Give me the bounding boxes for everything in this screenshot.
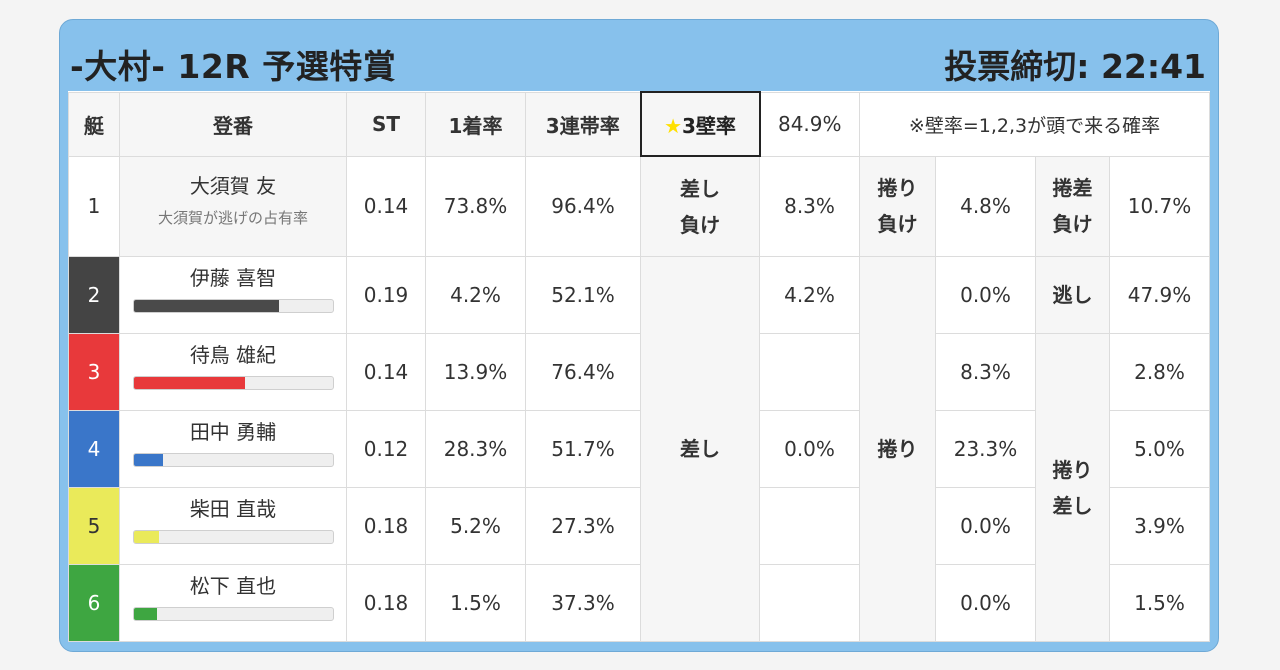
racer-row-6: 6 松下 直也 0.18 1.5% 37.3% 0.0% 1.5% (68, 564, 1210, 642)
first-rate-1: 73.8% (425, 155, 526, 257)
racer-name-5: 柴田 直哉 (189, 497, 277, 521)
boat-number-5: 5 (68, 487, 120, 565)
racer-bar-6 (132, 607, 334, 621)
top3-rate-2: 52.1% (525, 256, 641, 334)
racer-bar-fill-3 (133, 377, 245, 389)
makuri-label: 捲り (859, 256, 936, 642)
makurisashi-value-6: 1.5% (1109, 564, 1210, 642)
race-title: -大村- 12R 予選特賞 (70, 47, 397, 86)
st-2: 0.19 (346, 256, 426, 334)
racer-bar-2 (132, 299, 334, 313)
racer-name-cell-3: 待鳥 雄紀 (119, 333, 347, 411)
racer-name-cell-1: 大須賀 友 大須賀が逃げの占有率 (119, 155, 347, 257)
wall-rate-label: 3壁率 (682, 113, 736, 138)
top3-rate-3: 76.4% (525, 333, 641, 411)
escape-share-caption: 大須賀が逃げの占有率 (157, 208, 308, 227)
racer-name-cell-6: 松下 直也 (119, 564, 347, 642)
sashi-make-label: 差し 負け (640, 155, 760, 257)
racer-name-cell-4: 田中 勇輔 (119, 410, 347, 488)
racer-bar-3 (132, 376, 334, 390)
racer-name-cell-2: 伊藤 喜智 (119, 256, 347, 334)
makurisashi-value-4: 5.0% (1109, 410, 1210, 488)
top3-rate-4: 51.7% (525, 410, 641, 488)
nigashi-value: 47.9% (1109, 256, 1210, 334)
header-row: 艇 登番 ST 1着率 3連帯率 ★3壁率 84.9% ※壁率=1,2,3が頭で… (68, 91, 1210, 157)
makuri-make-label: 捲り 負け (859, 155, 936, 257)
makurisashi-value-3: 2.8% (1109, 333, 1210, 411)
makuri-value-3: 8.3% (935, 333, 1036, 411)
racer-bar-fill-2 (133, 300, 279, 312)
racer-bar-fill-5 (133, 531, 160, 543)
racer-row-3: 3 待鳥 雄紀 0.14 13.9% 76.4% 8.3% 捲り 差し 2.8% (68, 333, 1210, 642)
racer-row-1: 1 大須賀 友 大須賀が逃げの占有率 0.14 73.8% 96.4% 差し 負け… (68, 155, 1210, 257)
header-top3-rate: 3連帯率 (525, 91, 641, 157)
sashi-value-5 (759, 487, 860, 565)
makuri-make-value: 4.8% (935, 155, 1036, 257)
racer-bar-4 (132, 453, 334, 467)
first-rate-3: 13.9% (425, 333, 526, 411)
racer-row-2: 2 伊藤 喜智 0.19 4.2% 52.1% 差し 4.2% 捲り 0.0% … (68, 256, 1210, 642)
first-rate-5: 5.2% (425, 487, 526, 565)
st-4: 0.12 (346, 410, 426, 488)
header-wall-rate: ★3壁率 (639, 91, 761, 157)
boat-number-6: 6 (68, 564, 120, 642)
top3-rate-6: 37.3% (525, 564, 641, 642)
nigashi-label: 逃し (1035, 256, 1110, 334)
deadline-time: 投票締切: 22:41 (944, 47, 1206, 86)
makuri-value-5: 0.0% (935, 487, 1036, 565)
sashi-make-value: 8.3% (759, 155, 860, 257)
sashi-value-6 (759, 564, 860, 642)
first-rate-6: 1.5% (425, 564, 526, 642)
top3-rate-5: 27.3% (525, 487, 641, 565)
wall-rate-value: 84.9% (759, 91, 860, 157)
st-1: 0.14 (346, 155, 426, 257)
makurisashi-make-label: 捲差 負け (1035, 155, 1110, 257)
makuri-value-2: 0.0% (935, 256, 1036, 334)
makurisashi-make-value: 10.7% (1109, 155, 1210, 257)
race-card: -大村- 12R 予選特賞 投票締切: 22:41 艇 登番 ST 1着率 3連… (59, 19, 1219, 652)
sashi-value-2: 4.2% (759, 256, 860, 334)
makurisashi-label: 捲り 差し (1035, 333, 1110, 642)
header-boat: 艇 (68, 91, 120, 157)
makuri-value-4: 23.3% (935, 410, 1036, 488)
first-rate-4: 28.3% (425, 410, 526, 488)
sashi-label: 差し (640, 256, 760, 642)
racer-row-4: 4 田中 勇輔 0.12 28.3% 51.7% 0.0% 23.3% 5.0% (68, 410, 1210, 488)
st-3: 0.14 (346, 333, 426, 411)
sashi-value-3 (759, 333, 860, 411)
racer-bar-5 (132, 530, 334, 544)
boat-number-1: 1 (68, 155, 120, 257)
st-6: 0.18 (346, 564, 426, 642)
racer-bar-fill-6 (133, 608, 158, 620)
racer-bar-fill-4 (133, 454, 164, 466)
makuri-value-6: 0.0% (935, 564, 1036, 642)
racer-name-3: 待鳥 雄紀 (189, 343, 277, 367)
header-name: 登番 (119, 91, 347, 157)
boat-number-4: 4 (68, 410, 120, 488)
racer-name-6: 松下 直也 (189, 574, 277, 598)
sashi-value-4: 0.0% (759, 410, 860, 488)
racer-row-5: 5 柴田 直哉 0.18 5.2% 27.3% 0.0% 3.9% (68, 487, 1210, 565)
race-table: 艇 登番 ST 1着率 3連帯率 ★3壁率 84.9% ※壁率=1,2,3が頭で… (68, 91, 1210, 642)
racer-name-4: 田中 勇輔 (189, 420, 277, 444)
header-st: ST (346, 91, 426, 157)
star-icon: ★ (664, 113, 682, 138)
header-first-rate: 1着率 (425, 91, 526, 157)
first-rate-2: 4.2% (425, 256, 526, 334)
racer-name-2: 伊藤 喜智 (189, 266, 277, 290)
top3-rate-1: 96.4% (525, 155, 641, 257)
boat-number-3: 3 (68, 333, 120, 411)
boat-number-2: 2 (68, 256, 120, 334)
racer-name-cell-5: 柴田 直哉 (119, 487, 347, 565)
racer-name-1: 大須賀 友 (189, 173, 277, 198)
wall-rate-note: ※壁率=1,2,3が頭で来る確率 (859, 91, 1210, 157)
st-5: 0.18 (346, 487, 426, 565)
makurisashi-value-5: 3.9% (1109, 487, 1210, 565)
